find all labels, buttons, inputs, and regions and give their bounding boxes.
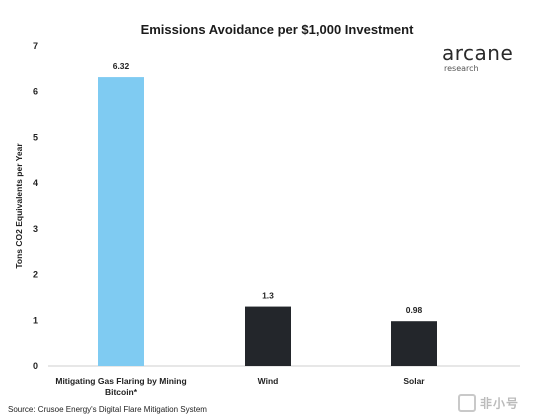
y-tick-label: 2 — [33, 270, 38, 280]
x-tick-label: Solar — [403, 376, 425, 386]
bar — [98, 77, 144, 366]
data-label: 0.98 — [406, 305, 423, 315]
y-tick-label: 4 — [33, 178, 38, 188]
logo-subtext: research — [444, 64, 479, 73]
bar — [245, 306, 291, 366]
x-tick-label: Wind — [258, 376, 279, 386]
x-tick-label: Mitigating Gas Flaring by Mining — [55, 376, 186, 386]
bar — [391, 321, 437, 366]
y-axis-title: Tons CO2 Equivalents per Year — [14, 143, 24, 269]
y-tick-label: 0 — [33, 361, 38, 371]
y-tick-label: 6 — [33, 87, 38, 97]
data-label: 6.32 — [113, 61, 130, 71]
arcane-logo: arcane research — [442, 42, 532, 74]
logo-wordmark: arcane — [442, 41, 514, 65]
watermark-logo-icon — [458, 394, 476, 412]
source-note: Source: Crusoe Energy's Digital Flare Mi… — [8, 405, 207, 414]
y-tick-label: 7 — [33, 41, 38, 51]
chart-title: Emissions Avoidance per $1,000 Investmen… — [140, 22, 414, 37]
data-label: 1.3 — [262, 291, 274, 301]
x-tick-label: Bitcoin* — [105, 387, 138, 397]
watermark: 非小号 — [458, 394, 548, 414]
y-tick-label: 3 — [33, 224, 38, 234]
y-tick-label: 1 — [33, 315, 38, 325]
watermark-text: 非小号 — [480, 396, 520, 411]
y-tick-label: 5 — [33, 132, 38, 142]
